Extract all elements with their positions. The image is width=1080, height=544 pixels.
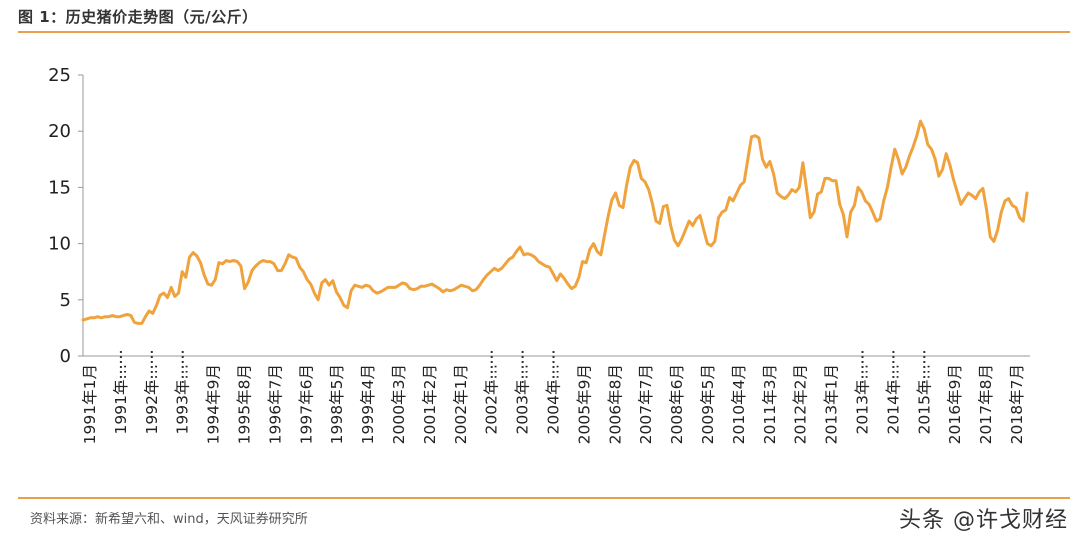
x-tick-label: 1995年8月 — [236, 364, 254, 444]
x-tick-label: 1991年… — [112, 364, 130, 434]
y-tick-label: 25 — [48, 65, 71, 86]
x-tick-label: 2015年… — [915, 364, 933, 434]
series-line-0 — [81, 119, 1029, 325]
y-tick-label: 20 — [48, 121, 71, 142]
x-tick-label: 2002年… — [483, 364, 501, 434]
x-tick-label: 2018年7月 — [1008, 364, 1026, 444]
x-tick-label: 2001年2月 — [421, 364, 439, 444]
x-tick-label: 2013年1月 — [823, 364, 841, 444]
x-tick-label: 1998年5月 — [328, 364, 346, 444]
x-tick-label: 2005年9月 — [575, 364, 593, 444]
x-tick-label: 2000年3月 — [390, 364, 408, 444]
x-tick-label: 1999年4月 — [359, 364, 377, 444]
x-tick-label: 2017年8月 — [977, 364, 995, 444]
x-tick-label: 2007年7月 — [637, 364, 655, 444]
top-rule — [18, 31, 1070, 33]
x-tick-label: 1997年6月 — [297, 364, 315, 444]
x-tick-label: 1994年9月 — [205, 364, 223, 444]
chart-title: 图 1：历史猪价走势图（元/公斤） — [18, 8, 258, 26]
x-tick-label: 2008年6月 — [668, 364, 686, 444]
price-line-chart: 0 5 10 15 20 25 1991年1月 1991年… 1992年… 1993年… 1994… — [48, 65, 1030, 444]
x-axis: 1991年1月 1991年… 1992年… 1993年… 1994年9月 1995年8月 1… — [81, 351, 1030, 444]
bottom-rule — [18, 497, 1070, 499]
y-tick-label: 10 — [48, 234, 71, 255]
y-axis: 0 5 10 15 20 25 — [48, 65, 84, 367]
x-tick-label: 2003年… — [514, 364, 532, 434]
x-tick-label: 2010年4月 — [730, 364, 748, 444]
x-tick-label: 2016年9月 — [946, 364, 964, 444]
x-tick-label: 2009年5月 — [699, 364, 717, 444]
source-note: 资料来源：新希望六和、wind，天风证券研究所 — [30, 512, 308, 527]
x-tick-label: 1996年7月 — [266, 364, 284, 444]
x-tick-label: 2004年… — [545, 364, 563, 434]
x-tick-label: 2014年… — [884, 364, 902, 434]
x-tick-label: 1993年… — [174, 364, 192, 434]
x-tick-label: 2011年3月 — [761, 364, 779, 444]
x-tick-label: 1991年1月 — [81, 364, 99, 444]
y-tick-label: 5 — [60, 290, 71, 311]
series-layer — [81, 119, 1029, 325]
x-tick-label: 2012年2月 — [792, 364, 810, 444]
x-tick-label: 1992年… — [143, 364, 161, 434]
y-tick-label: 15 — [48, 177, 71, 198]
x-tick-label: 2002年1月 — [452, 364, 470, 444]
y-tick-label: 0 — [60, 346, 71, 367]
watermark: 头条 @许戈财经 — [899, 508, 1068, 533]
x-tick-label: 2013年… — [854, 364, 872, 434]
x-tick-label: 2006年8月 — [606, 364, 624, 444]
